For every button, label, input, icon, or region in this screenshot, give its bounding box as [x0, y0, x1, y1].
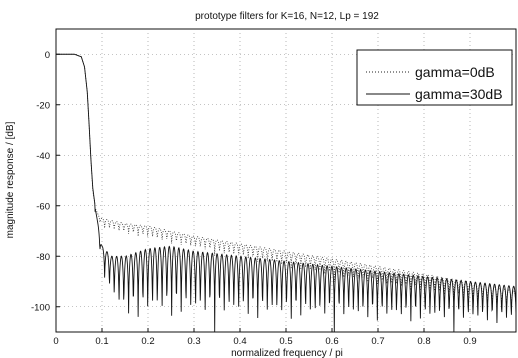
- series-line-gamma-30db: [56, 53, 516, 332]
- y-tick-label: -80: [36, 252, 50, 263]
- x-tick-label: 0.3: [187, 336, 200, 347]
- series-layer: [56, 53, 516, 332]
- x-tick-label: 0.9: [463, 336, 476, 347]
- x-tick-label: 0.1: [95, 336, 108, 347]
- x-tick-labels: 0 0.1 0.2 0.3 0.4 0.5 0.6 0.7 0.8 0.9: [53, 336, 476, 347]
- y-tick-label: 0: [45, 50, 50, 61]
- y-axis-label: magnitude response / [dB]: [5, 121, 16, 238]
- legend: gamma=0dB gamma=30dB: [356, 49, 513, 106]
- x-tick-label: 0.5: [279, 336, 292, 347]
- y-tick-labels: 0 -20 -40 -60 -80 -100: [31, 50, 50, 314]
- y-tick-label: -100: [31, 302, 50, 313]
- x-tick-label: 0.8: [417, 336, 430, 347]
- x-tick-label: 0.7: [371, 336, 384, 347]
- y-tick-label: -60: [36, 201, 50, 212]
- y-tick-label: -40: [36, 151, 50, 162]
- legend-box: [356, 49, 513, 106]
- x-axis-label: normalized frequency / pi: [231, 348, 343, 358]
- chart-title: prototype filters for K=16, N=12, Lp = 1…: [195, 11, 379, 22]
- legend-label-gamma-0db: gamma=0dB: [415, 64, 495, 80]
- y-tick-label: -20: [36, 100, 50, 111]
- legend-label-gamma-30db: gamma=30dB: [415, 86, 503, 102]
- x-tick-label: 0: [53, 336, 58, 347]
- series-line-gamma-0db: [56, 53, 516, 307]
- x-tick-label: 0.2: [141, 336, 154, 347]
- x-tick-label: 0.6: [325, 336, 338, 347]
- x-tick-label: 0.4: [233, 336, 246, 347]
